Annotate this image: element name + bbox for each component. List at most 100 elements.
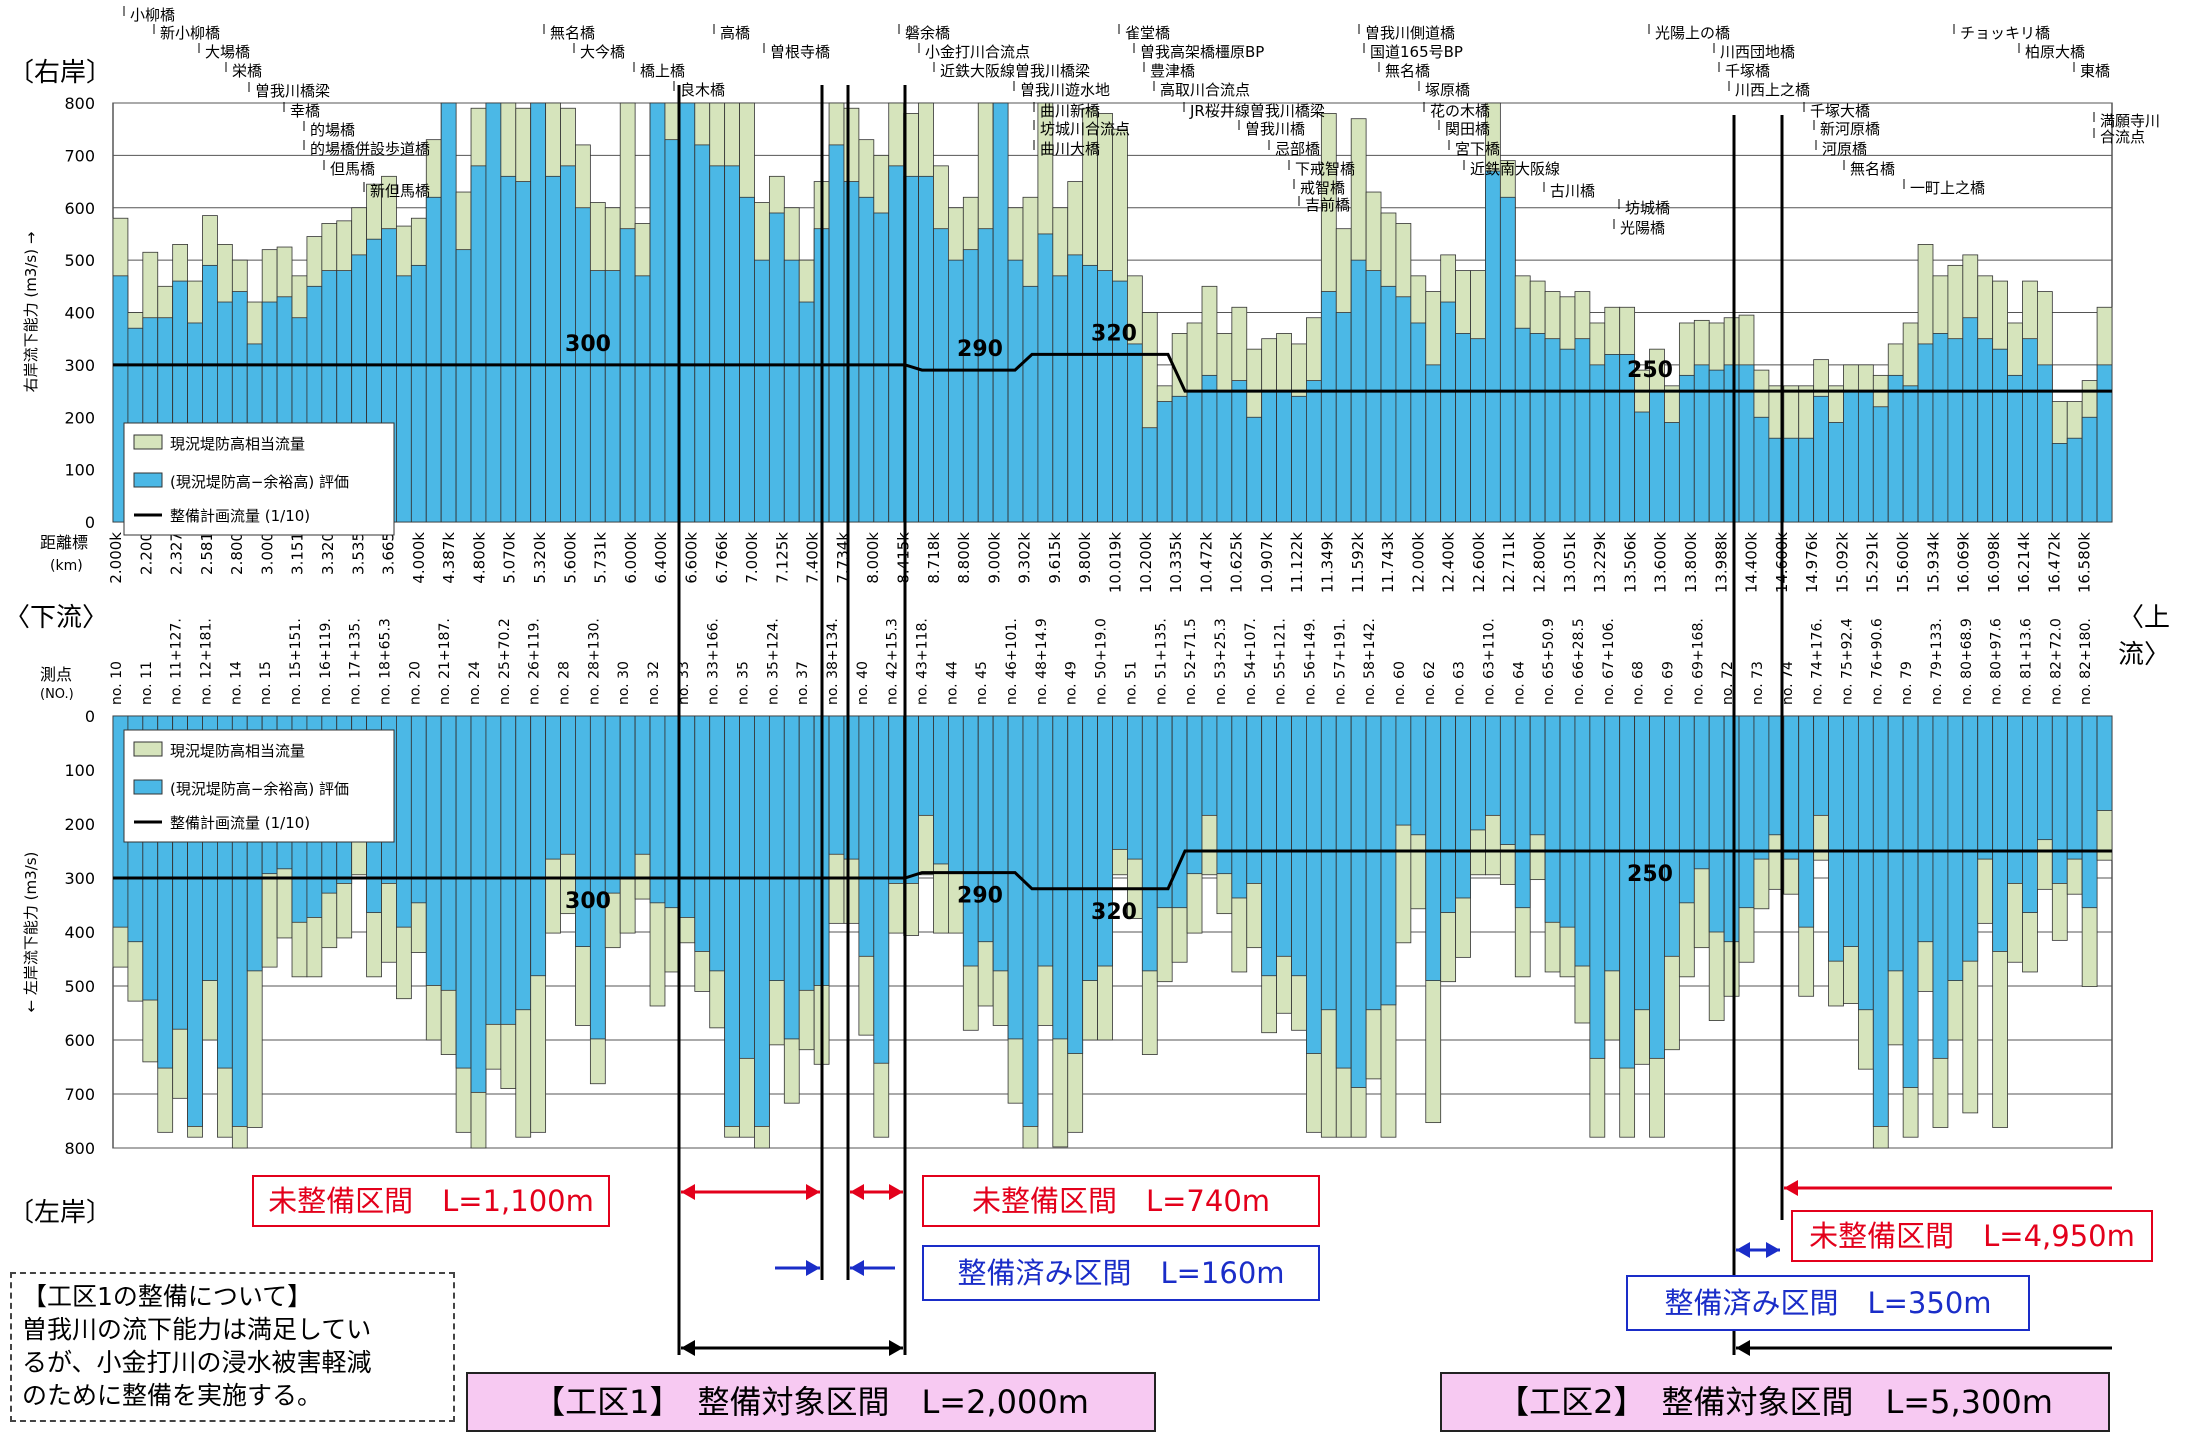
km-tick-label: 8.800k <box>955 532 973 584</box>
bar-eval-left <box>948 715 964 875</box>
arrow-done-2-head <box>1766 1242 1780 1258</box>
bridge-label: 曽根寺橋 <box>770 43 830 61</box>
bar-eval-right <box>1634 411 1650 523</box>
bridge-label: 大今橋 <box>580 43 625 61</box>
bar-eval-right <box>1693 364 1710 523</box>
bar-eval-right <box>1186 390 1203 523</box>
bar-eval-left <box>1753 715 1770 860</box>
bridge-label: 塚原橋 <box>1425 81 1470 99</box>
km-tick-label: 9.615k <box>1046 532 1064 584</box>
bar-eval-left <box>425 715 442 986</box>
section-done-1: 整備済み区間 L=160m <box>922 1245 1320 1301</box>
station-tick-label: no. 10 <box>109 661 125 705</box>
bridge-label: 無名橋 <box>550 24 595 42</box>
bar-eval-right <box>485 102 502 523</box>
bar-eval-right <box>1932 333 1949 523</box>
bar-eval-left <box>1932 715 1949 1059</box>
bar-eval-right <box>724 165 740 523</box>
station-tick-label: no. 33+166. <box>706 618 722 705</box>
bar-eval-left <box>1529 715 1546 836</box>
bridge-label: 良木橋 <box>680 81 725 99</box>
bar-eval-right <box>1723 364 1740 523</box>
y-tick-label: 300 <box>64 356 95 375</box>
km-tick-label: 11.743k <box>1379 532 1397 593</box>
bridge-label: 無名橋 <box>1850 160 1895 178</box>
bar-eval-right <box>1917 343 1934 523</box>
bar-eval-left <box>1455 715 1471 899</box>
bridge-label: 新但馬橋 <box>370 182 430 200</box>
bridge-label: 的場橋 <box>310 121 355 139</box>
plan-line-left <box>113 849 2112 891</box>
bar-eval-left <box>1843 715 1859 947</box>
station-tick-label: no. 12+181. <box>199 618 215 705</box>
bar-eval-left <box>1872 715 1889 1127</box>
station-tick-label: no. 69+168. <box>1690 618 1706 705</box>
km-tick-label: 16.214k <box>2015 532 2033 593</box>
y-tick-label: 0 <box>85 513 95 532</box>
bar-eval-right <box>1082 264 1098 523</box>
plan-value-label: 290 <box>957 337 1003 362</box>
km-tick-label: 9.000k <box>985 532 1003 584</box>
bar-eval-left <box>1201 715 1218 816</box>
bar-eval-left <box>754 715 770 1127</box>
arrow-done-2-head <box>1736 1242 1750 1258</box>
bar-eval-right <box>1708 369 1725 523</box>
bar-eval-right <box>1843 390 1859 523</box>
bar-eval-right <box>1425 364 1442 523</box>
bar-eval-right <box>2081 416 2098 523</box>
plan-value-label: 320 <box>1091 900 1137 925</box>
station-tick-label: no. 15+151. <box>288 618 304 705</box>
bar-eval-left <box>1156 715 1173 909</box>
bar-eval-right <box>694 144 711 523</box>
bridge-label: 東橋 <box>2080 62 2110 80</box>
bar-eval-right <box>1589 364 1606 523</box>
bar-eval-right <box>948 259 964 523</box>
bridge-label: 小柳橋 <box>130 6 175 24</box>
station-tick-label: no. 24 <box>467 661 483 705</box>
plan-line-right <box>113 352 2112 393</box>
km-tick-label: 13.506k <box>1621 532 1639 593</box>
km-tick-label: 13.800k <box>1682 532 1700 593</box>
bar-eval-left <box>470 715 487 1093</box>
bar-eval-left <box>1499 715 1516 845</box>
bridge-label: 無名橋 <box>1385 62 1430 80</box>
bar-eval-left <box>843 715 860 860</box>
bar-eval-right <box>649 102 666 523</box>
legend-label-plan: 整備計画流量 (1/10) <box>170 814 310 832</box>
km-tick-label: 15.600k <box>1894 532 1912 593</box>
bar-eval-left <box>828 715 845 855</box>
station-tick-label: no. 58+142. <box>1362 618 1378 705</box>
y-tick-label: 100 <box>64 761 95 780</box>
bar-eval-right <box>589 270 606 523</box>
station-tick-label: no. 80+68.9 <box>1959 618 1975 705</box>
station-tick-label: no. 82+72.0 <box>2048 618 2064 705</box>
bar-eval-left <box>1574 715 1591 967</box>
bar-eval-right <box>1559 348 1576 523</box>
km-tick-label: 14.976k <box>1803 532 1821 593</box>
bridge-label: 河原橋 <box>1822 140 1867 158</box>
bar-eval-left <box>500 715 517 1025</box>
bar-eval-left <box>530 715 547 977</box>
bar-eval-right <box>1828 422 1844 523</box>
bar-eval-left <box>1306 715 1322 1054</box>
bar-eval-left <box>515 715 532 1011</box>
bar-eval-left <box>1082 715 1098 982</box>
bridge-label: 古川橋 <box>1550 182 1595 200</box>
distance-label: 距離標 <box>40 533 88 552</box>
station-tick-label: no. 45 <box>974 661 990 705</box>
legend-swatch-eval <box>133 472 163 488</box>
bar-eval-right <box>1753 416 1770 523</box>
bar-eval-left <box>1619 715 1636 1069</box>
arrow-zone-1-head <box>889 1340 903 1356</box>
bar-eval-right <box>1544 338 1561 523</box>
km-tick-label: 12.000k <box>1409 532 1427 593</box>
legend-label-eval: (現況堤防高−余裕高) 評価 <box>170 473 349 491</box>
bar-eval-left <box>1171 715 1188 909</box>
bar-eval-right <box>545 175 561 523</box>
bar-eval-right <box>1291 395 1307 523</box>
bar-eval-right <box>1022 285 1039 523</box>
bar-eval-right <box>918 175 934 523</box>
bar-eval-right <box>709 165 726 523</box>
station-tick-label: no. 81+13.6 <box>2018 618 2034 705</box>
bar-eval-right <box>470 165 487 523</box>
